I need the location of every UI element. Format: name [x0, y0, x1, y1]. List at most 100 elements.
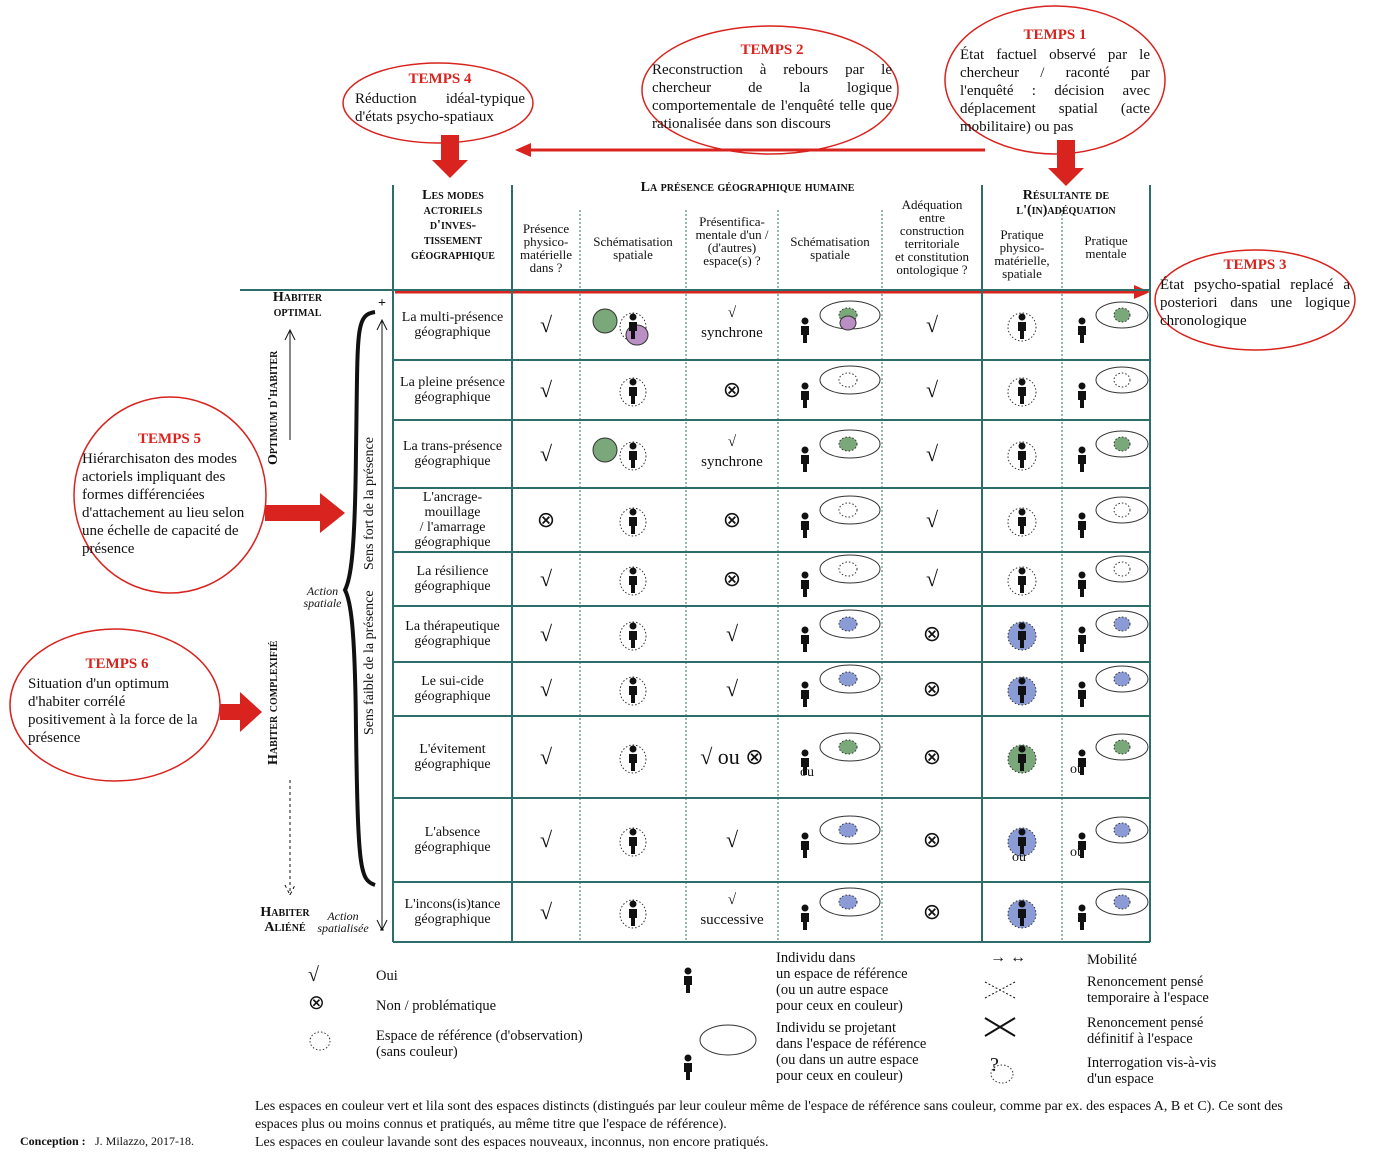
person-icon [1078, 681, 1086, 707]
legend-label: Mobilité [1087, 952, 1137, 968]
body [1078, 326, 1086, 343]
cell-note: ou [1012, 850, 1026, 865]
credit: Conception : [20, 1134, 86, 1148]
head [801, 446, 809, 454]
cell-value: √ [539, 377, 553, 402]
axis-label: Habiter optimal [272, 290, 323, 320]
space-blob [619, 377, 647, 407]
header: La présence géographique humaine [640, 180, 855, 195]
head [1018, 677, 1026, 685]
cell-value: √ successive [700, 892, 764, 928]
person-icon [801, 382, 809, 408]
mode-label: La résilience géographique [414, 564, 491, 594]
column-header: Présence physico- matérielle dans ? [520, 221, 572, 275]
body [801, 841, 809, 858]
cell-value: √ [725, 676, 739, 701]
body [1078, 841, 1086, 858]
person-icon [1018, 622, 1026, 648]
space-blob [619, 899, 647, 929]
cell-value: √ [539, 441, 553, 466]
person-icon [629, 567, 637, 593]
column-header: Schématisation spatiale [593, 234, 673, 262]
person-icon [629, 622, 637, 648]
cell-value: ⊗ [722, 377, 742, 402]
person-icon [684, 967, 692, 993]
space-blob [1095, 496, 1149, 524]
head [629, 745, 637, 753]
person-icon [801, 512, 809, 538]
mode-label: La trans-présence géographique [402, 439, 503, 469]
cell-value: √ [539, 566, 553, 591]
cell-value: √ synchrone [701, 305, 763, 341]
head [1078, 832, 1086, 840]
cell-value: √ [539, 827, 553, 852]
red-arrowhead [1134, 285, 1150, 299]
space-blob [838, 502, 858, 518]
space-blob [838, 894, 858, 910]
head [1078, 446, 1086, 454]
cell-value: √ [925, 377, 939, 402]
callout-title: TEMPS 3 [1223, 257, 1287, 273]
head [1078, 382, 1086, 390]
person-icon [801, 904, 809, 930]
red-arrow [265, 493, 345, 533]
callout-title: TEMPS 1 [1023, 27, 1087, 43]
body [801, 326, 809, 343]
red-arrow [1048, 140, 1084, 186]
space-blob [819, 495, 881, 525]
space-blob [1095, 555, 1149, 583]
body [629, 322, 637, 339]
mode-label: L'incons(is)tance géographique [404, 897, 501, 927]
body [684, 976, 692, 993]
legend-label: Interrogation vis-à-vis d'un espace [1087, 1055, 1217, 1087]
body [1018, 686, 1026, 703]
head [684, 967, 692, 975]
person-icon [629, 442, 637, 468]
head [1018, 442, 1026, 450]
person-icon [801, 749, 809, 775]
head [684, 1054, 692, 1062]
head [1018, 508, 1026, 516]
legend-symbol: → ↔ [990, 949, 1026, 966]
space-blob [619, 827, 647, 857]
cell-value: √ [925, 507, 939, 532]
space-blob [838, 436, 858, 452]
callout-title: TEMPS 2 [740, 42, 804, 58]
space-blob [838, 671, 858, 687]
legend-label: Individu dans un espace de référence (ou… [776, 950, 908, 1014]
space-blob [1113, 616, 1131, 632]
cell-value: √ [539, 676, 553, 701]
body [629, 631, 637, 648]
body [801, 758, 809, 775]
space-blob [619, 507, 647, 537]
person-icon [629, 313, 637, 339]
callout-text: Situation d'un optimum d'habiter corrélé… [28, 676, 198, 746]
body [801, 635, 809, 652]
head [629, 508, 637, 516]
person-icon [1018, 378, 1026, 404]
header: Les modes actoriels d'inves- tissement g… [411, 188, 495, 263]
red-arrow [432, 135, 468, 178]
axis-label: Habiter Aliéné [260, 905, 310, 935]
footnote: Les espaces en couleur vert et lila sont… [255, 1099, 1283, 1132]
space-blob [592, 437, 618, 463]
space-blob [1113, 561, 1131, 577]
column-header: Pratique physico- matérielle, spatiale [994, 227, 1050, 281]
body [801, 521, 809, 538]
cell-value: √ [539, 621, 553, 646]
head [629, 828, 637, 836]
space-blob [819, 365, 881, 395]
legend-label: Individu se projetant dans l'espace de r… [776, 1020, 927, 1084]
body [1018, 517, 1026, 534]
head [629, 313, 637, 321]
axis-label: Habiter complexifié [266, 640, 281, 765]
body [1078, 758, 1086, 775]
body [629, 451, 637, 468]
callout-text: Reconstruction à rebours par le chercheu… [652, 62, 892, 132]
cell-value: √ synchrone [701, 434, 763, 470]
head [801, 571, 809, 579]
cell-value: √ [725, 621, 739, 646]
space-blob [1007, 566, 1037, 596]
space-blob [592, 308, 618, 334]
person-icon [1078, 571, 1086, 597]
